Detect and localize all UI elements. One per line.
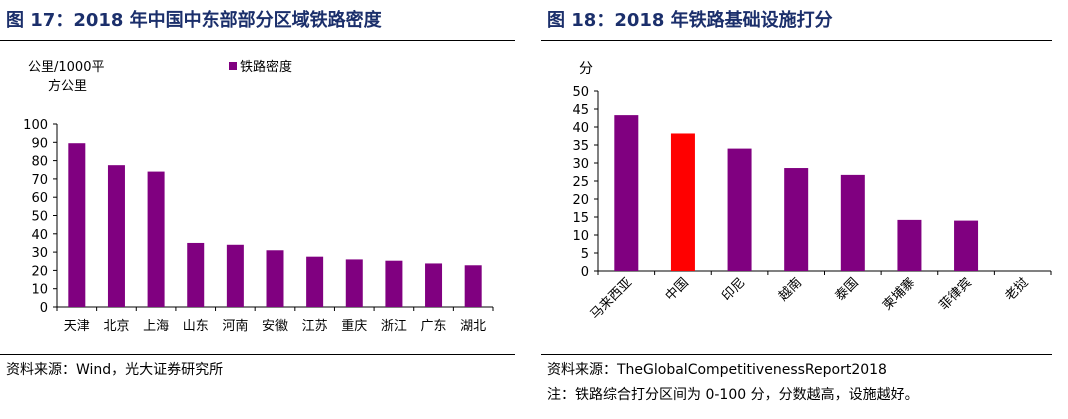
x-tick-label: 老挝	[1003, 275, 1032, 304]
bar	[954, 220, 979, 271]
x-tick-label: 山东	[183, 319, 209, 334]
y-tick-label: 0	[40, 301, 48, 316]
y-tick-label: 40	[572, 121, 589, 136]
x-tick-label: 菲律宾	[936, 275, 975, 314]
bar	[107, 165, 125, 307]
y-tick-label: 10	[31, 283, 48, 298]
left-bar-chart: 公里/1000平方公里 铁路密度 0 10 20 30 40 50 60 70 80 90 100 天津北…	[23, 59, 494, 334]
y-tick-label: 40	[31, 228, 48, 243]
x-tick-label: 泰国	[833, 275, 862, 304]
right-source-rule	[541, 354, 1052, 355]
x-tick-label: 柬埔寨	[879, 275, 918, 314]
y-tick-label: 90	[31, 136, 48, 151]
x-tick-label: 印尼	[719, 275, 748, 304]
right-bar-chart: 分 0 5 10 15 20 25 30 35 40 45 50 马来西亚 中国 印尼 越南 泰国 柬埔寨 菲律宾老…	[572, 61, 1052, 323]
bar	[670, 133, 695, 271]
bar	[385, 260, 403, 307]
bar	[226, 244, 244, 307]
y-axis-label: 公里/1000平	[28, 60, 104, 75]
bar	[147, 171, 165, 307]
y-tick-label: 15	[572, 211, 589, 226]
x-tick-label: 浙江	[381, 319, 407, 334]
left-figure: 图 17：2018 年中国中东部部分区域铁路密度 公里/1000平 方公里 铁路密度…	[0, 0, 515, 419]
bar	[897, 219, 922, 271]
x-tick-label: 重庆	[341, 318, 367, 334]
y-tick-label: 60	[31, 191, 48, 206]
x-tick-label: 湖北	[460, 319, 486, 334]
x-tick-label: 越南	[775, 275, 805, 305]
right-figure-title: 图 18：2018 年铁路基础设施打分	[547, 10, 833, 31]
y-tick-label: 35	[572, 139, 589, 154]
bar	[187, 242, 205, 307]
bar	[464, 265, 482, 307]
x-tick-label: 广东	[421, 319, 447, 334]
y-tick-label: 45	[572, 103, 589, 118]
left-source-text: 资料来源：Wind，光大证券研究所	[6, 362, 224, 378]
right-figure: 图 18：2018 年铁路基础设施打分 分 0 5 10 15 20 25 30 35 40 45 5…	[541, 0, 1056, 419]
y-tick-label: 50	[572, 85, 589, 100]
bar	[345, 259, 363, 307]
y-tick-label: 30	[31, 246, 48, 261]
bar	[727, 148, 752, 271]
x-tick-label: 马来西亚	[588, 275, 635, 322]
bar	[784, 168, 809, 271]
left-title-rule	[0, 40, 515, 41]
y-tick-label: 50	[31, 210, 48, 225]
bar	[614, 115, 639, 272]
y-tick-label: 0	[581, 265, 589, 280]
y-tick-label: 80	[31, 155, 48, 170]
x-tick-label: 上海	[143, 319, 169, 334]
right-title-rule	[541, 40, 1052, 41]
x-tick-label: 江苏	[302, 318, 328, 334]
right-note-text: 注：铁路综合打分区间为 0-100 分，分数越高，设施越好。	[547, 387, 919, 403]
x-tick-label: 天津	[64, 319, 90, 334]
x-tick-label: 安徽	[262, 319, 288, 334]
legend-label: 铁路密度	[240, 59, 292, 75]
y-tick-label: 25	[572, 175, 589, 190]
y-tick-label: 70	[31, 173, 48, 188]
y-axis-label: 分	[579, 61, 593, 77]
bar	[840, 174, 865, 271]
y-tick-label: 20	[31, 264, 48, 279]
x-tick-label: 北京	[103, 319, 129, 334]
left-source-rule	[0, 354, 515, 355]
x-tick-label: 中国	[663, 275, 692, 304]
y-tick-label: 100	[23, 118, 48, 133]
bar	[266, 250, 284, 307]
x-tick-label: 河南	[222, 318, 248, 334]
legend-swatch	[229, 62, 237, 70]
y-axis-label: 方公里	[48, 78, 87, 94]
bar	[68, 143, 86, 307]
bar	[425, 263, 443, 307]
y-tick-label: 20	[572, 193, 589, 208]
bar	[306, 256, 324, 307]
y-tick-label: 5	[581, 247, 589, 262]
y-tick-label: 10	[572, 229, 589, 244]
right-source-text: 资料来源：TheGlobalCompetitivenessReport2018	[547, 362, 887, 378]
y-tick-label: 30	[572, 157, 589, 172]
left-figure-title: 图 17：2018 年中国中东部部分区域铁路密度	[6, 10, 382, 31]
